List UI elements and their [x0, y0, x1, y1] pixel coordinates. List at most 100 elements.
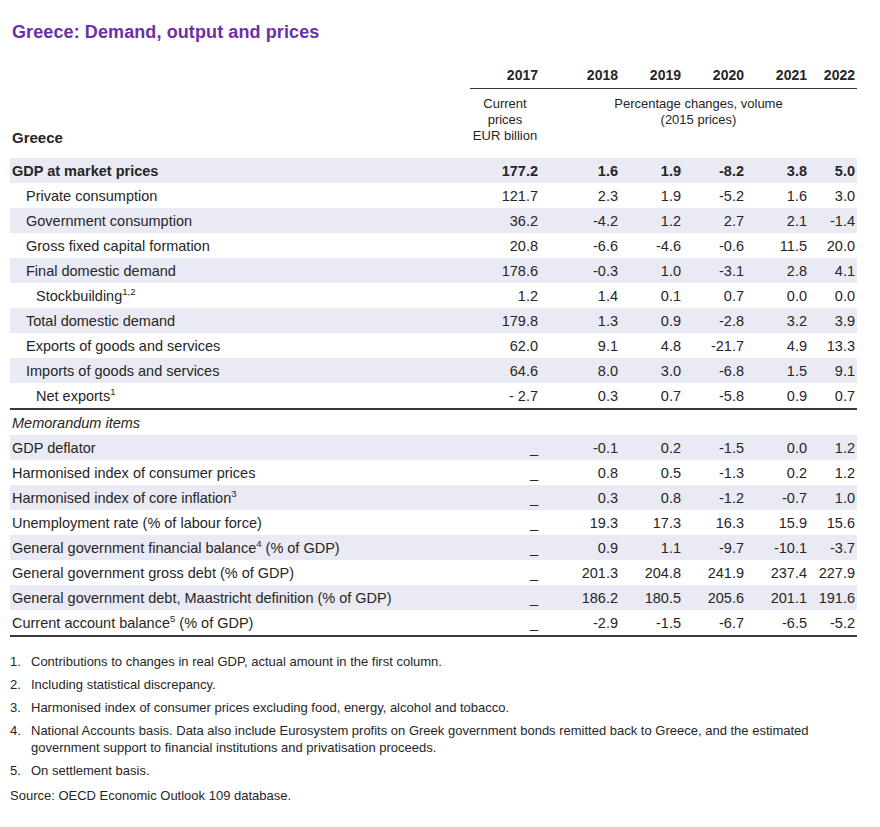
cell-value: 179.8: [470, 308, 540, 333]
table-row: Government consumption36.2-4.21.22.72.1-…: [10, 208, 857, 233]
table-row: Net exports1- 2.70.30.7-5.80.90.7: [10, 383, 857, 409]
cell-value: 13.3: [809, 333, 857, 358]
row-label-text: Stockbuilding: [36, 288, 122, 304]
footnote-item: 1.Contributions to changes in real GDP, …: [10, 653, 862, 670]
table-row: Private consumption121.72.31.9-5.21.63.0: [10, 183, 857, 208]
cell-value: 191.6: [809, 585, 857, 610]
footnote-number: 4.: [10, 722, 31, 756]
cell-value: 0.1: [620, 283, 683, 308]
cell-value: _: [470, 560, 540, 585]
cell-value: 0.9: [620, 308, 683, 333]
cell-value: 0.8: [620, 485, 683, 510]
cell-value: 3.9: [809, 308, 857, 333]
table-row: GDP at market prices177.21.61.9-8.23.85.…: [10, 158, 857, 183]
row-label: Memorandum items: [10, 409, 470, 435]
cell-value: 0.8: [540, 460, 620, 485]
cell-value: -6.8: [683, 358, 746, 383]
subheader-line: Current: [483, 96, 526, 111]
table-row: Imports of goods and services64.68.03.0-…: [10, 358, 857, 383]
table-row: Harmonised index of core inflation3_0.30…: [10, 485, 857, 510]
region-label: Greece: [10, 89, 470, 159]
table-row: GDP deflator_-0.10.2-1.50.01.2: [10, 435, 857, 460]
row-label-text: General government debt, Maastricht defi…: [12, 590, 392, 606]
cell-value: [470, 409, 540, 435]
subheader-line: (2015 prices): [661, 112, 737, 127]
row-label-text: Memorandum items: [12, 415, 140, 431]
cell-value: 1.9: [620, 183, 683, 208]
row-label-suffix: (% of GDP): [262, 540, 340, 556]
col-subheader-2017: Current prices EUR billion: [470, 89, 540, 159]
footnote-item: 2.Including statistical discrepancy.: [10, 676, 862, 693]
year-header: 2022: [809, 67, 857, 89]
table-row: Current account balance5 (% of GDP)_-2.9…: [10, 610, 857, 636]
cell-value: 1.6: [540, 158, 620, 183]
row-label-text: Government consumption: [26, 213, 192, 229]
cell-value: 11.5: [746, 233, 809, 258]
col-subheader-volume: Percentage changes, volume (2015 prices): [540, 89, 857, 159]
table-header: 2017 2018 2019 2020 2021 2022 Greece Cur…: [10, 67, 857, 158]
cell-value: 2.8: [746, 258, 809, 283]
cell-value: 0.3: [540, 383, 620, 409]
cell-value: -5.8: [683, 383, 746, 409]
cell-value: 0.0: [746, 435, 809, 460]
cell-value: 0.0: [746, 283, 809, 308]
year-header: 2018: [540, 67, 620, 89]
footnote-item: 3.Harmonised index of consumer prices ex…: [10, 699, 862, 716]
cell-value: -21.7: [683, 333, 746, 358]
row-label: GDP at market prices: [10, 158, 470, 183]
footnote-text: Harmonised index of consumer prices excl…: [31, 699, 862, 716]
row-label-text: Final domestic demand: [26, 263, 176, 279]
cell-value: 1.3: [540, 308, 620, 333]
cell-value: -6.6: [540, 233, 620, 258]
subheader-row: Greece Current prices EUR billion Percen…: [10, 89, 857, 159]
table-row: Unemployment rate (% of labour force)_19…: [10, 510, 857, 535]
cell-value: 2.1: [746, 208, 809, 233]
row-label-text: General government financial balance: [12, 540, 256, 556]
row-label-text: Imports of goods and services: [26, 363, 219, 379]
cell-value: [540, 409, 620, 435]
year-header-row: 2017 2018 2019 2020 2021 2022: [10, 67, 857, 89]
cell-value: 205.6: [683, 585, 746, 610]
subheader-line: EUR billion: [473, 128, 537, 143]
report-page: Greece: Demand, output and prices 2017 2…: [0, 0, 880, 827]
cell-value: -2.8: [683, 308, 746, 333]
cell-value: -5.2: [809, 610, 857, 636]
row-label-text: General government gross debt (% of GDP): [12, 565, 294, 581]
cell-value: 0.2: [746, 460, 809, 485]
demand-output-prices-table: 2017 2018 2019 2020 2021 2022 Greece Cur…: [10, 67, 857, 637]
row-label: General government gross debt (% of GDP): [10, 560, 470, 585]
cell-value: 19.3: [540, 510, 620, 535]
cell-value: 20.8: [470, 233, 540, 258]
subheader-line: Percentage changes, volume: [614, 96, 782, 111]
cell-value: 2.7: [683, 208, 746, 233]
cell-value: 0.2: [620, 435, 683, 460]
cell-value: 8.0: [540, 358, 620, 383]
subheader-line: prices: [488, 112, 523, 127]
cell-value: 1.2: [809, 460, 857, 485]
cell-value: -4.6: [620, 233, 683, 258]
row-label: Net exports1: [10, 383, 470, 409]
cell-value: -8.2: [683, 158, 746, 183]
table-row: General government debt, Maastricht defi…: [10, 585, 857, 610]
footnote-text: Contributions to changes in real GDP, ac…: [31, 653, 862, 670]
table-row: Gross fixed capital formation20.8-6.6-4.…: [10, 233, 857, 258]
cell-value: -6.5: [746, 610, 809, 636]
cell-value: 0.9: [746, 383, 809, 409]
cell-value: 177.2: [470, 158, 540, 183]
row-label-text: GDP deflator: [12, 440, 96, 456]
row-label-text: Total domestic demand: [26, 313, 175, 329]
cell-value: -4.2: [540, 208, 620, 233]
cell-value: -0.6: [683, 233, 746, 258]
cell-value: 20.0: [809, 233, 857, 258]
row-label-text: Harmonised index of core inflation: [12, 490, 231, 506]
footnote-marker: 3: [231, 488, 236, 499]
cell-value: 1.2: [470, 283, 540, 308]
cell-value: 0.0: [809, 283, 857, 308]
year-header: 2020: [683, 67, 746, 89]
footnote-text: National Accounts basis. Data also inclu…: [31, 722, 862, 756]
footnote-number: 2.: [10, 676, 31, 693]
cell-value: 1.1: [620, 535, 683, 560]
row-label: Current account balance5 (% of GDP): [10, 610, 470, 636]
cell-value: 1.5: [746, 358, 809, 383]
cell-value: 0.9: [540, 535, 620, 560]
